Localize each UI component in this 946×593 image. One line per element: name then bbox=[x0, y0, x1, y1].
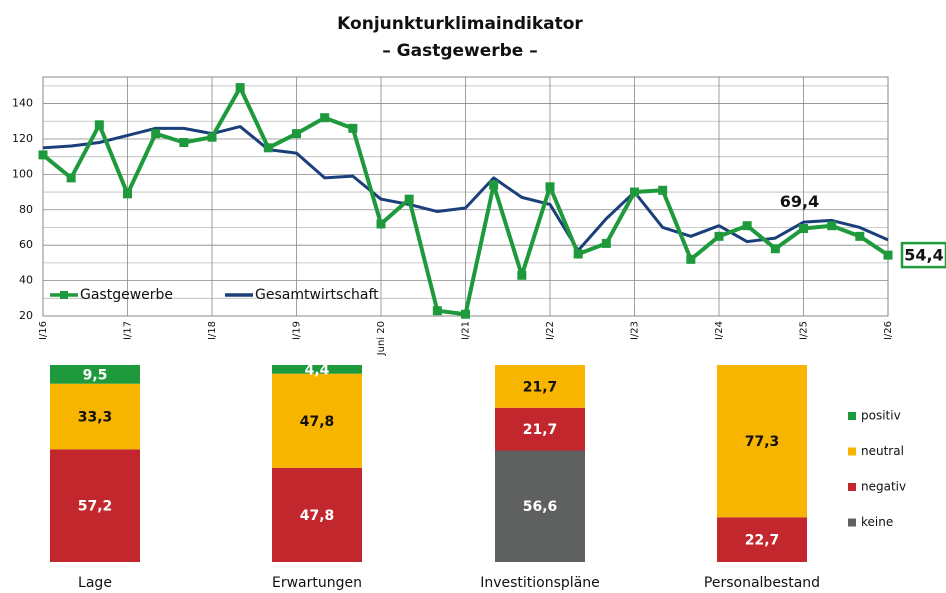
point-marker bbox=[630, 187, 639, 197]
bar-value-label: 77,3 bbox=[745, 434, 780, 450]
y-tick-label: 40 bbox=[19, 274, 33, 287]
category-label: Lage bbox=[78, 575, 112, 591]
point-marker bbox=[799, 224, 808, 234]
point-marker bbox=[573, 249, 583, 259]
bar-segment bbox=[717, 517, 807, 562]
bar-segment bbox=[495, 450, 585, 562]
category-label: Personalbestand bbox=[704, 575, 820, 591]
bar-segment bbox=[50, 383, 140, 450]
y-tick-label: 100 bbox=[12, 167, 33, 180]
x-tick-label: I/26 bbox=[883, 321, 894, 340]
point-marker bbox=[123, 189, 132, 199]
point-marker bbox=[179, 138, 189, 148]
bar-value-label: 4,4 bbox=[305, 362, 330, 378]
point-marker bbox=[404, 194, 414, 204]
x-tick-label: I/18 bbox=[207, 321, 218, 340]
category-label: Erwartungen bbox=[272, 575, 362, 591]
value-label: 54,4 bbox=[904, 246, 943, 265]
point-marker bbox=[376, 219, 386, 229]
point-marker bbox=[545, 182, 555, 192]
x-tick-label: I/25 bbox=[799, 321, 810, 340]
category-label: Investitionspläne bbox=[480, 575, 600, 591]
point-marker bbox=[207, 132, 217, 142]
x-tick-label: I/19 bbox=[292, 321, 303, 340]
bar-value-label: 33,3 bbox=[78, 410, 113, 426]
point-marker bbox=[151, 129, 161, 139]
legend-swatch bbox=[848, 483, 856, 491]
legend-label: Gesamtwirtschaft bbox=[255, 287, 379, 303]
point-marker bbox=[432, 306, 442, 316]
point-marker bbox=[66, 173, 76, 183]
bar-segment bbox=[495, 365, 585, 408]
point-marker bbox=[714, 231, 724, 241]
y-tick-label: 120 bbox=[12, 132, 33, 145]
x-tick-label: I/22 bbox=[545, 321, 556, 340]
point-marker bbox=[517, 270, 527, 280]
point-marker bbox=[263, 143, 273, 153]
bar-segment bbox=[272, 373, 362, 468]
y-tick-label: 140 bbox=[12, 97, 33, 110]
bar-segment bbox=[50, 365, 140, 384]
point-marker bbox=[855, 231, 865, 241]
x-tick-label: I/24 bbox=[714, 321, 725, 340]
bar-segment bbox=[495, 407, 585, 451]
legend-label: positiv bbox=[861, 409, 901, 423]
bar-segment bbox=[717, 365, 807, 518]
point-marker bbox=[94, 120, 104, 130]
bar-value-label: 47,8 bbox=[300, 508, 335, 524]
legend-label: Gastgewerbe bbox=[80, 287, 173, 303]
y-tick-label: 80 bbox=[19, 203, 33, 216]
legend-swatch bbox=[848, 447, 856, 456]
legend-swatch bbox=[848, 518, 856, 527]
bar-value-label: 56,6 bbox=[523, 499, 558, 515]
legend-label: keine bbox=[861, 515, 893, 529]
legend-swatch bbox=[848, 412, 856, 420]
point-marker bbox=[742, 221, 752, 231]
x-tick-label: I/17 bbox=[123, 321, 134, 340]
series-line bbox=[42, 125, 889, 252]
point-marker bbox=[489, 180, 499, 190]
bar-value-label: 57,2 bbox=[78, 499, 113, 515]
legend-marker bbox=[60, 291, 68, 299]
bar-value-label: 22,7 bbox=[745, 533, 780, 549]
point-marker bbox=[348, 123, 358, 133]
point-marker bbox=[658, 185, 668, 195]
bar-segment bbox=[272, 467, 362, 562]
point-marker bbox=[292, 129, 301, 139]
bar-segment bbox=[50, 449, 140, 562]
bar-segment bbox=[272, 365, 362, 374]
y-tick-label: 20 bbox=[19, 309, 33, 322]
legend-label: negativ bbox=[861, 480, 906, 494]
legend-label: neutral bbox=[861, 444, 904, 458]
y-tick-label: 60 bbox=[19, 238, 33, 251]
point-marker bbox=[461, 309, 470, 319]
x-tick-label: I/23 bbox=[630, 321, 641, 340]
value-label-box bbox=[900, 241, 946, 269]
x-tick-label: Juni 20 bbox=[376, 321, 387, 356]
bar-value-label: 21,7 bbox=[523, 422, 558, 438]
chart-subtitle: – Gastgewerbe – bbox=[382, 41, 538, 61]
bar-value-label: 47,8 bbox=[300, 414, 335, 430]
point-marker bbox=[235, 83, 245, 93]
point-marker bbox=[38, 150, 48, 160]
x-tick-label: I/16 bbox=[38, 321, 49, 340]
x-tick-label: I/21 bbox=[461, 321, 472, 340]
bar-value-label: 9,5 bbox=[83, 367, 108, 383]
point-marker bbox=[827, 221, 837, 231]
chart-title: Konjunkturklimaindikator bbox=[337, 14, 583, 34]
point-marker bbox=[770, 244, 780, 254]
point-marker bbox=[601, 238, 611, 248]
bar-value-label: 21,7 bbox=[523, 379, 558, 395]
value-label: 69,4 bbox=[780, 192, 819, 211]
point-marker bbox=[686, 254, 696, 264]
point-marker bbox=[883, 250, 893, 260]
point-marker bbox=[320, 113, 330, 123]
